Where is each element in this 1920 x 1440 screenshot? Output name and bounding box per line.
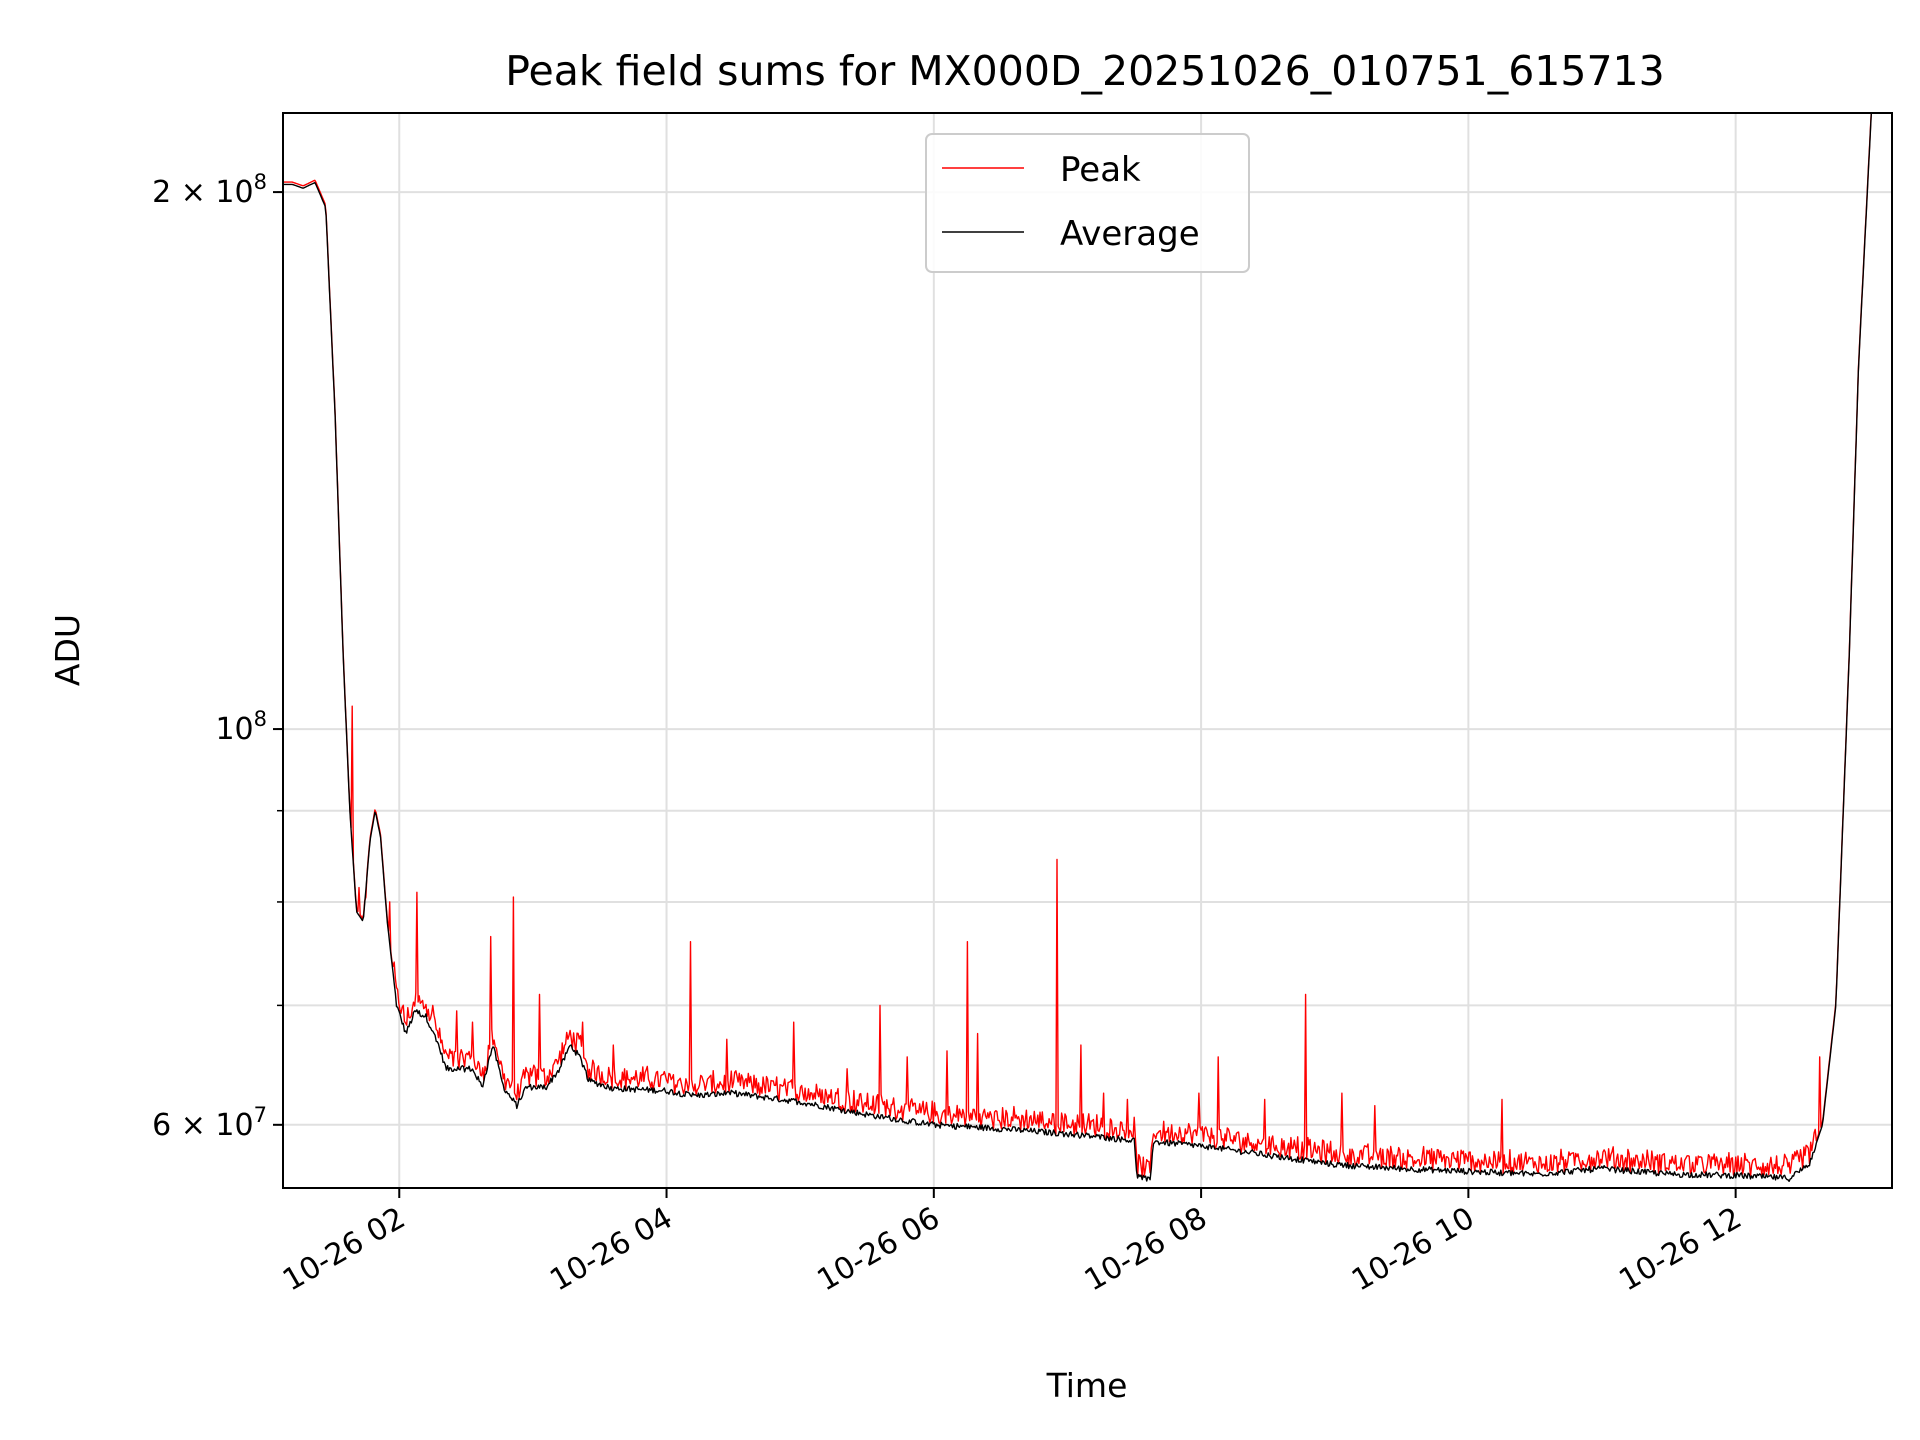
y-axis: 6 × 107 108 2 × 108 <box>152 170 283 1143</box>
legend-average-label: Average <box>1060 214 1200 254</box>
series-average-line <box>283 113 1873 1182</box>
y-tick-label: 6 × 107 <box>152 1103 267 1143</box>
y-axis-label: ADU <box>48 614 87 686</box>
x-axis-label: Time <box>1046 1366 1128 1405</box>
legend: Peak Average <box>925 133 1250 273</box>
series-peak-line <box>283 113 1872 1178</box>
series-layer <box>283 113 1873 1182</box>
chart-title: Peak field sums for MX000D_20251026_0107… <box>505 47 1664 95</box>
legend-peak-label: Peak <box>1060 150 1141 190</box>
plot-frame <box>282 112 1893 1189</box>
grid <box>283 113 1892 1188</box>
y-tick-label: 2 × 108 <box>152 170 267 210</box>
y-tick-label: 108 <box>215 707 267 747</box>
